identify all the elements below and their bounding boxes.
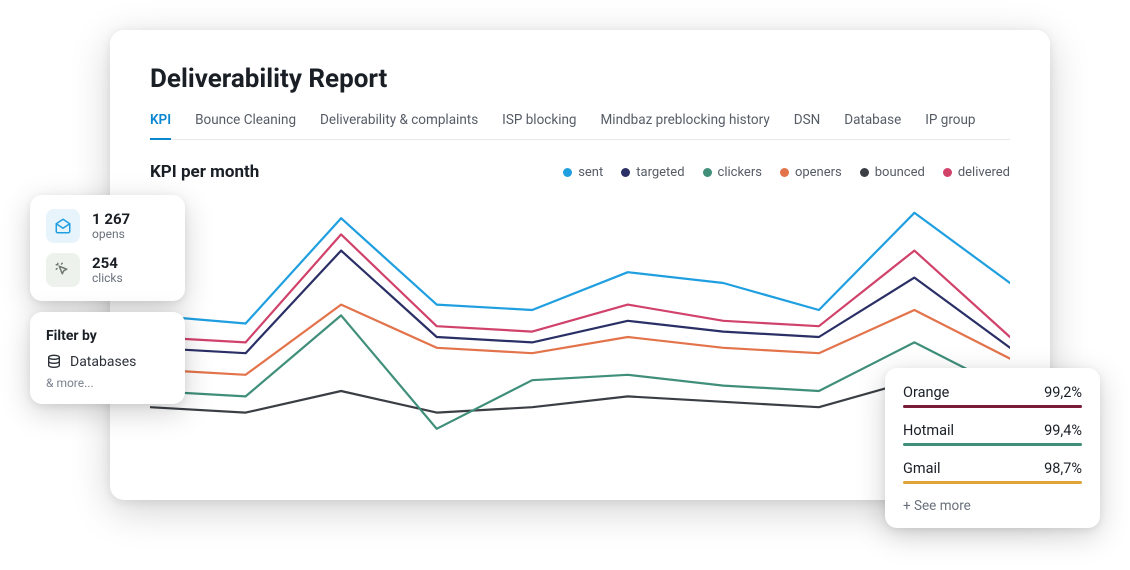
legend-dot-icon	[943, 168, 952, 177]
isp-row-gmail: Gmail 98,7%	[903, 460, 1082, 484]
isp-value: 98,7%	[1044, 460, 1082, 477]
legend-dot-icon	[621, 168, 630, 177]
stat-opens-value: 1 267	[92, 211, 130, 228]
isp-underline	[903, 481, 1082, 484]
isp-name: Gmail	[903, 460, 941, 477]
cursor-click-icon	[46, 253, 80, 287]
stat-opens-label: opens	[92, 227, 130, 241]
isp-card: Orange 99,2% Hotmail 99,4% Gmail 98,7% +…	[885, 368, 1100, 528]
legend-item-delivered: delivered	[943, 165, 1010, 180]
filter-card: Filter by Databases & more...	[30, 312, 185, 404]
tab-isp-blocking[interactable]: ISP blocking	[502, 112, 576, 139]
legend-item-clickers: clickers	[703, 165, 762, 180]
legend-label: targeted	[636, 165, 684, 180]
stats-card: 1 267 opens 254 clicks	[30, 195, 185, 301]
tab-bounce-cleaning[interactable]: Bounce Cleaning	[195, 112, 296, 139]
report-tabs: KPI Bounce Cleaning Deliverability & com…	[150, 112, 1010, 140]
isp-name: Orange	[903, 384, 949, 401]
legend-dot-icon	[860, 168, 869, 177]
legend-label: delivered	[958, 165, 1010, 180]
isp-name: Hotmail	[903, 422, 954, 439]
stat-opens: 1 267 opens	[46, 209, 169, 243]
legend-label: bounced	[875, 165, 925, 180]
tab-mindbaz-preblocking[interactable]: Mindbaz preblocking history	[601, 112, 770, 139]
legend-label: sent	[578, 165, 603, 180]
legend-item-bounced: bounced	[860, 165, 925, 180]
tab-ip-group[interactable]: IP group	[925, 112, 975, 139]
chart-legend: sent targeted clickers openers bounced d…	[563, 165, 1010, 180]
tab-dsn[interactable]: DSN	[794, 112, 821, 139]
isp-see-more[interactable]: + See more	[903, 498, 1082, 514]
isp-value: 99,4%	[1044, 422, 1082, 439]
stat-clicks: 254 clicks	[46, 253, 169, 287]
isp-underline	[903, 405, 1082, 408]
filter-databases[interactable]: Databases	[46, 354, 169, 370]
chart-title: KPI per month	[150, 162, 259, 182]
isp-row-orange: Orange 99,2%	[903, 384, 1082, 408]
isp-underline	[903, 443, 1082, 446]
filter-more-label[interactable]: & more...	[46, 376, 169, 390]
envelope-open-icon	[46, 209, 80, 243]
kpi-line-chart	[150, 202, 1010, 472]
isp-row-hotmail: Hotmail 99,4%	[903, 422, 1082, 446]
stat-clicks-value: 254	[92, 255, 123, 272]
tab-deliverability-complaints[interactable]: Deliverability & complaints	[320, 112, 478, 139]
chart-header: KPI per month sent targeted clickers ope…	[150, 162, 1010, 182]
filter-title: Filter by	[46, 328, 169, 344]
page-title: Deliverability Report	[150, 64, 1010, 94]
legend-item-targeted: targeted	[621, 165, 684, 180]
tab-database[interactable]: Database	[844, 112, 901, 139]
stat-clicks-label: clicks	[92, 271, 123, 285]
legend-item-openers: openers	[780, 165, 842, 180]
database-icon	[46, 354, 62, 370]
legend-dot-icon	[780, 168, 789, 177]
isp-value: 99,2%	[1044, 384, 1082, 401]
legend-label: openers	[795, 165, 842, 180]
legend-label: clickers	[718, 165, 762, 180]
filter-databases-label: Databases	[70, 354, 136, 370]
legend-dot-icon	[563, 168, 572, 177]
tab-kpi[interactable]: KPI	[150, 112, 171, 140]
legend-item-sent: sent	[563, 165, 603, 180]
legend-dot-icon	[703, 168, 712, 177]
